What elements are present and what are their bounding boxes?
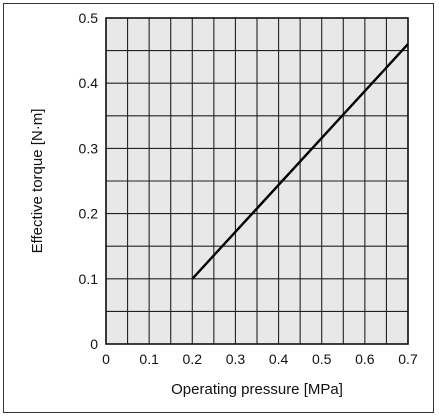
x-tick-label: 0.7: [398, 351, 418, 367]
y-tick-label: 0.3: [79, 140, 99, 156]
x-tick-label: 0.4: [269, 351, 289, 367]
y-tick-label: 0.4: [79, 75, 99, 91]
series-line: [191, 43, 409, 280]
y-tick-label: 0.1: [79, 271, 99, 287]
y-tick-label: 0: [90, 336, 98, 352]
x-tick-label: 0.2: [183, 351, 203, 367]
y-tick-label: 0.2: [79, 206, 99, 222]
x-tick-label: 0.1: [139, 351, 159, 367]
x-axis-label: Operating pressure [MPa]: [171, 381, 343, 398]
x-tick-label: 0: [102, 351, 110, 367]
y-axis-label: Effective torque [N·m]: [29, 109, 46, 254]
plot-border: [105, 17, 409, 345]
y-tick-label: 0.5: [79, 10, 99, 26]
x-tick-label: 0.3: [226, 351, 246, 367]
x-tick-label: 0.5: [312, 351, 332, 367]
x-tick-label: 0.6: [355, 351, 375, 367]
